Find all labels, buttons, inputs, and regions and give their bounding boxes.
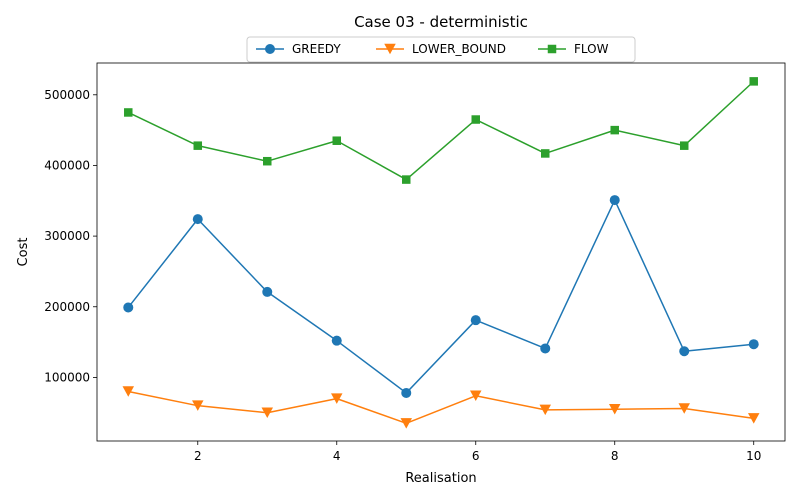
legend: GREEDY LOWER_BOUND FLOW: [246, 36, 636, 63]
data-point-flow: [749, 77, 758, 86]
data-point-lower-bound: [261, 407, 274, 418]
series-lower-bound: [122, 386, 760, 429]
legend-label-flow: FLOW: [574, 42, 609, 56]
y-tick-label: 300000: [44, 229, 90, 243]
data-point-greedy: [470, 315, 481, 326]
x-tick-label: 6: [472, 449, 480, 463]
legend-marker-flow: [547, 44, 557, 54]
x-axis-label: Realisation: [405, 471, 476, 486]
series-flow: [124, 77, 758, 184]
x-tick-label: 2: [194, 449, 202, 463]
data-point-greedy: [679, 346, 690, 357]
data-point-greedy: [540, 343, 551, 354]
x-tick-label: 4: [333, 449, 341, 463]
data-point-greedy: [192, 214, 203, 225]
data-point-greedy: [401, 387, 412, 398]
data-point-lower-bound: [192, 400, 204, 411]
legend-marker-lower-bound: [384, 43, 396, 55]
data-point-lower-bound: [608, 403, 621, 415]
legend-marker-greedy: [265, 44, 275, 54]
series-line-greedy: [127, 199, 754, 394]
data-point-flow: [193, 141, 203, 150]
data-point-flow: [610, 125, 619, 135]
data-point-flow: [679, 141, 689, 150]
data-point-lower-bound: [678, 403, 690, 414]
y-tick-label: 400000: [44, 158, 90, 172]
x-axis: 2 4 6 8 10: [194, 441, 761, 463]
x-tick-label: 8: [611, 449, 619, 463]
data-point-greedy: [123, 302, 134, 313]
data-point-lower-bound: [122, 386, 135, 397]
data-point-lower-bound: [400, 418, 413, 429]
series-line-lower-bound: [128, 390, 754, 425]
y-axis: 100000 200000 300000 400000 500000: [44, 88, 97, 384]
legend-label-lower-bound: LOWER_BOUND: [412, 42, 506, 56]
y-tick-label: 100000: [44, 370, 90, 384]
data-point-flow: [124, 108, 133, 117]
series-greedy: [123, 195, 759, 398]
data-point-lower-bound: [747, 413, 760, 424]
chart-title: Case 03 - deterministic: [354, 13, 528, 31]
data-point-greedy: [748, 339, 759, 350]
data-point-lower-bound: [331, 393, 343, 404]
x-tick-label: 10: [746, 449, 761, 463]
legend-label-greedy: GREEDY: [292, 42, 341, 56]
y-tick-label: 500000: [44, 88, 90, 102]
data-point-flow: [471, 115, 480, 124]
data-point-lower-bound: [539, 404, 551, 416]
plot-frame: [96, 62, 786, 442]
y-axis-label: Cost: [16, 238, 31, 267]
series-line-flow: [127, 80, 755, 181]
series-layer: [122, 77, 760, 429]
data-point-greedy: [262, 286, 273, 297]
data-point-flow: [263, 156, 272, 166]
y-tick-label: 200000: [44, 300, 90, 314]
plot-area: 2 4 6 8 10 100000 200000 300000 400000 500000: [44, 62, 786, 463]
data-point-flow: [332, 136, 342, 145]
data-point-greedy: [609, 195, 620, 206]
data-point-flow: [402, 175, 411, 184]
data-point-flow: [540, 149, 550, 158]
legend-frame: [246, 36, 636, 63]
data-point-greedy: [331, 335, 342, 346]
data-point-lower-bound: [469, 390, 482, 402]
